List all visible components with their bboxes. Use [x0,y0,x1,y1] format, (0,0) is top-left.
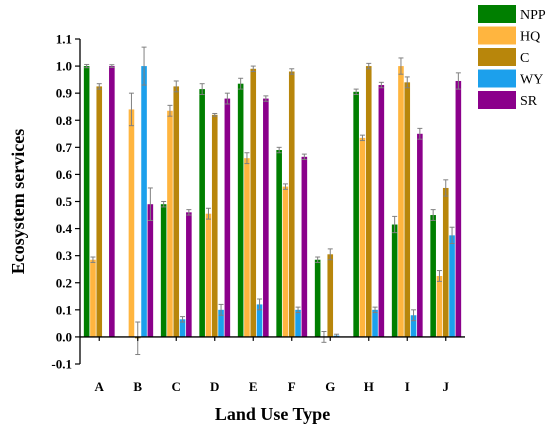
y-tick-label: 0.9 [56,86,73,101]
bar-hq-i [398,66,404,337]
bar-c-d [211,114,218,337]
y-axis-title: Ecosystem services [8,129,28,274]
x-tick-label: G [325,379,335,394]
bar-sr-b [147,204,154,337]
axes: -0.1 0.0 0.1 0.2 0.3 0.4 0.5 0.6 0.7 0.8 0.9 1.0 1.1… [51,32,465,394]
legend-swatch [478,69,516,88]
bar-wy-i [410,315,417,337]
x-tick-label: A [95,379,105,394]
bar-npp-i [391,224,398,337]
bar-c-g [327,254,334,337]
bar-npp-a [83,66,90,337]
bar-c-f [288,71,295,337]
y-tick-label: 0.2 [56,275,72,290]
legend-item-c: C [478,48,529,66]
y-tick-label: -0.1 [51,357,72,372]
y-tick-label: 0.8 [56,113,73,128]
x-tick-label: F [288,379,296,394]
bar-npp-e [237,83,244,337]
y-tick-label: 0.4 [56,221,73,236]
bar-c-e [250,68,257,337]
bar-sr-a [109,66,115,337]
bar-npp-f [276,150,282,337]
bar-sr-i [417,133,423,337]
y-tick-label: 0.3 [56,248,73,263]
x-tick-label: C [172,379,181,394]
bar-hq-j [436,275,443,337]
bar-hq-h [359,137,366,337]
bar-c-a [96,86,103,337]
bar-wy-b [141,66,147,337]
legend-swatch [478,5,516,23]
y-tick-label: 0.7 [56,140,73,155]
legend-label: WY [520,73,543,88]
legend-label: HQ [520,30,540,45]
bar-sr-f [301,156,308,337]
bar-wy-e [256,304,263,337]
x-tick-label: I [405,379,410,394]
bar-wy-f [295,309,301,337]
bar-c-c [173,86,180,337]
legend-item-wy: WY [478,69,543,88]
bar-hq-c [167,110,173,337]
plot-area [83,46,462,356]
bar-npp-d [199,89,205,337]
bar-c-h [365,66,372,337]
legend: NPP HQ C WY SR [478,5,546,109]
x-tick-label: H [364,379,374,394]
legend-swatch [478,48,516,66]
bar-hq-b [128,109,135,337]
bar-c-j [442,187,449,337]
legend-label: SR [520,94,538,109]
x-tick-label: E [249,379,258,394]
legend-label: C [520,51,529,66]
bar-hq-a [90,259,96,337]
bar-wy-j [449,235,455,337]
bar-hq-f [282,186,289,337]
bar-npp-g [314,259,321,337]
x-axis-title: Land Use Type [215,404,330,424]
legend-item-hq: HQ [478,26,540,45]
legend-swatch [478,26,516,45]
legend-item-npp: NPP [478,5,546,23]
y-tick-label: 1.0 [56,59,72,74]
y-tick-label: 0.6 [56,167,73,182]
bar-sr-j [455,80,462,337]
legend-item-sr: SR [478,91,538,109]
bar-wy-h [372,309,378,337]
y-tick-label: 1.1 [56,32,72,47]
bar-npp-h [353,91,359,337]
bar-hq-e [244,158,250,337]
bar-sr-c [186,212,192,337]
bar-sr-e [263,98,269,337]
x-tick-label: J [443,379,450,394]
bar-c-i [404,82,411,337]
bar-npp-j [430,215,436,337]
bar-wy-d [218,309,224,337]
bar-wy-c [179,319,186,337]
x-tick-label: D [210,379,219,394]
bar-sr-h [378,85,385,337]
legend-label: NPP [520,8,546,23]
bar-hq-d [205,213,212,337]
y-tick-label: 0.0 [56,329,72,344]
y-tick-label: 0.1 [56,302,72,317]
x-tick-label: B [133,379,142,394]
bar-npp-c [160,204,167,337]
y-tick-label: 0.5 [56,194,73,209]
bar-sr-d [224,98,231,337]
legend-swatch [478,91,516,109]
